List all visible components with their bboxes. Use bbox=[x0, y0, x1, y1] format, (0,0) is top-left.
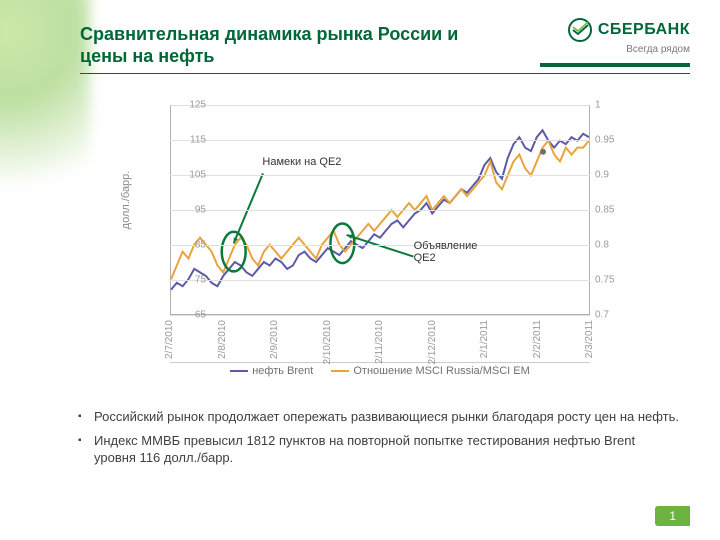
gridline bbox=[170, 210, 590, 211]
annotation-label: Объявление QE2 bbox=[414, 240, 478, 264]
bullet-list: Российский рынок продолжает опережать ра… bbox=[78, 408, 680, 473]
ytick-right: 0.95 bbox=[595, 135, 614, 146]
annotation-label: Намеки на QE2 bbox=[262, 156, 341, 168]
ytick-left: 65 bbox=[195, 310, 206, 321]
ytick-right: 0.75 bbox=[595, 275, 614, 286]
legend-item-msci: Отношение MSCI Russia/MSCI EM bbox=[331, 365, 529, 377]
gridline bbox=[170, 245, 590, 246]
legend-item-brent: нефть Brent bbox=[230, 365, 313, 377]
gridline bbox=[170, 280, 590, 281]
ytick-left: 95 bbox=[195, 205, 206, 216]
background-decoration bbox=[0, 0, 90, 240]
title-line-2: цены на нефть bbox=[80, 46, 214, 66]
xtick: 2/7/2010 bbox=[164, 320, 175, 359]
page-number: 1 bbox=[655, 506, 690, 526]
title-underline bbox=[80, 73, 690, 74]
ytick-right: 0.8 bbox=[595, 240, 609, 251]
ytick-left: 115 bbox=[190, 135, 206, 146]
xtick: 2/8/2010 bbox=[217, 320, 228, 359]
annotation-circle bbox=[330, 223, 354, 263]
xtick: 2/11/2010 bbox=[374, 320, 385, 364]
xtick: 2/9/2010 bbox=[269, 320, 280, 359]
ytick-left: 105 bbox=[189, 170, 206, 181]
slide-header: Сравнительная динамика рынка России и це… bbox=[80, 24, 690, 74]
xtick: 2/2/2011 bbox=[532, 320, 543, 358]
xtick: 2/1/2011 bbox=[479, 320, 490, 358]
bullet-2: Индекс ММВБ превысил 1812 пунктов на пов… bbox=[78, 432, 680, 467]
gridline bbox=[170, 105, 590, 106]
gridline bbox=[170, 175, 590, 176]
y-axis-label-left: долл./барр. bbox=[120, 171, 132, 230]
annotation-arrow bbox=[234, 173, 263, 243]
ytick-left: 125 bbox=[189, 100, 206, 111]
chart: долл./барр. нефть Brent Отношение MSCI R… bbox=[130, 100, 630, 380]
ytick-right: 0.7 bbox=[595, 310, 609, 321]
title-line-1: Сравнительная динамика рынка России и bbox=[80, 24, 458, 44]
xtick: 2/10/2010 bbox=[322, 320, 333, 365]
ytick-right: 1 bbox=[595, 100, 601, 111]
bullet-1: Российский рынок продолжает опережать ра… bbox=[78, 408, 680, 426]
slide-title: Сравнительная динамика рынка России и це… bbox=[80, 24, 690, 67]
xtick: 2/3/2011 bbox=[584, 320, 595, 358]
chart-legend: нефть Brent Отношение MSCI Russia/MSCI E… bbox=[170, 362, 590, 377]
gridline bbox=[170, 315, 590, 316]
marker-dot bbox=[540, 149, 546, 155]
gridline bbox=[170, 140, 590, 141]
ytick-right: 0.85 bbox=[595, 205, 614, 216]
ytick-left: 75 bbox=[195, 275, 206, 286]
annotation-arrowhead bbox=[347, 234, 353, 238]
xtick: 2/12/2010 bbox=[427, 320, 438, 365]
ytick-left: 85 bbox=[195, 240, 206, 251]
ytick-right: 0.9 bbox=[595, 170, 609, 181]
